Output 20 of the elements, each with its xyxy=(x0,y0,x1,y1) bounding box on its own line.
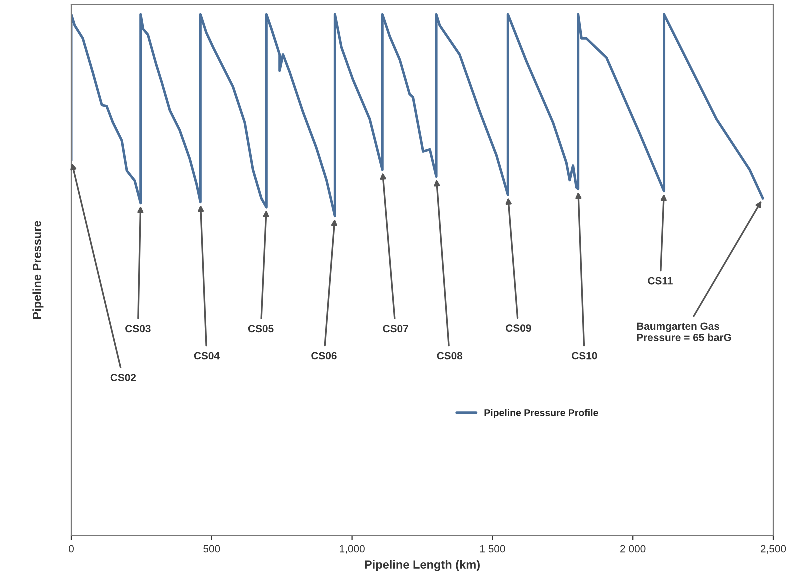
annotation: CS10 xyxy=(572,352,598,360)
x-tick-label: 1,000 xyxy=(340,545,365,554)
annotation: CS02 xyxy=(110,374,136,382)
x-tick-label: 2,500 xyxy=(760,545,786,554)
annotation: CS03 xyxy=(126,325,151,333)
annotation: CS07 xyxy=(383,325,408,333)
annotation: CS04 xyxy=(194,352,220,360)
annotation: CS09 xyxy=(506,324,532,332)
annotation: CS11 xyxy=(648,277,673,285)
annotation: CS05 xyxy=(248,325,274,333)
annotation: CS06 xyxy=(312,352,337,360)
x-tick-label: 1 500 xyxy=(480,545,506,553)
x-tick-label: 2 000 xyxy=(620,545,646,553)
y-axis-title: Pipeline Pressure xyxy=(32,221,44,319)
x-tick-label: 0 xyxy=(69,545,74,553)
x-axis-title: Pipeline Length (km) xyxy=(365,560,480,572)
x-tick-label: 500 xyxy=(204,545,220,553)
annotation: Baumgarten Gas Pressure = 65 barG xyxy=(637,322,732,342)
legend-label: Pipeline Pressure Profile xyxy=(484,409,598,418)
annotation: CS08 xyxy=(437,352,463,360)
